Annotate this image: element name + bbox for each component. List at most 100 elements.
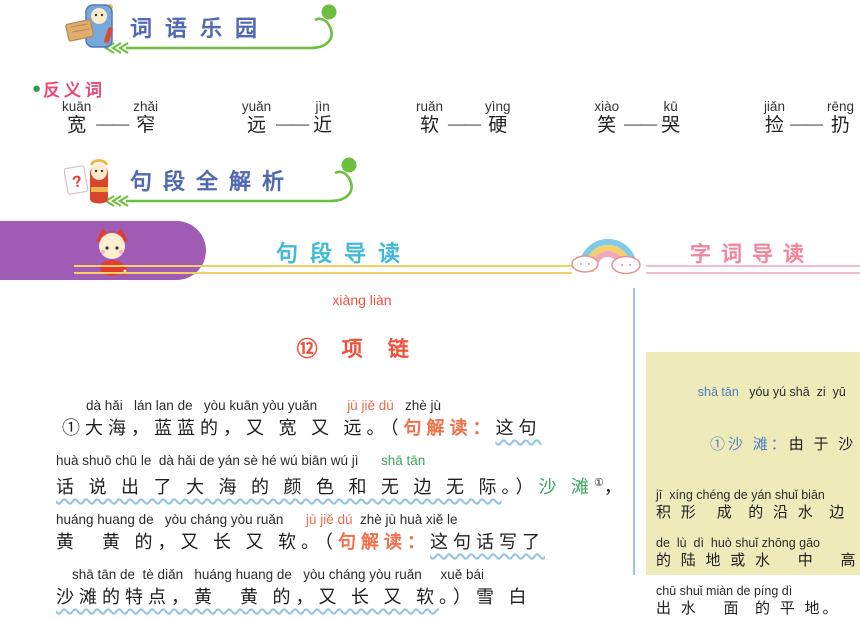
dash: ——	[448, 114, 481, 133]
scroll-mascot-icon	[65, 4, 113, 48]
pinyin-row: jī xíng chéng de yán shuǐ biān	[656, 488, 825, 502]
hanzi-seg-explain-label: 句解读：	[338, 532, 430, 552]
pinyin-seg-term: shā tān	[697, 385, 739, 399]
question-card-mascot-icon: ?	[64, 159, 109, 204]
hanzi-seg-term: ①沙 滩：	[710, 437, 789, 453]
badge-title: 词语乐园	[130, 16, 271, 41]
hanzi-seg-explain-label: 句解读：	[403, 418, 496, 438]
lesson-content: xiàng liàn ⑫ 项 链 dà hǎi lán lan de yòu ku…	[56, 292, 628, 612]
hanzi-char: 近	[313, 115, 333, 136]
pinyin-row: shā tān de tè diǎn huáng huang de yòu ch…	[72, 567, 628, 583]
note-line: chū shuǐ miàn de píng dì 出 水 面 的 平 地。	[656, 584, 850, 619]
pinyin-label: jiǎn	[763, 99, 785, 114]
hanzi-row: 黄 黄 的，又 长 又 软。（句解读：这句话写了	[56, 529, 628, 557]
hanzi-row: 积 形 成 的 沿 水 边	[656, 505, 848, 521]
hanzi-row: ①沙 滩：由 于 沙 子 淤	[656, 415, 853, 475]
hanzi-char: 远	[246, 115, 266, 136]
pinyin-label: rēng	[826, 99, 854, 114]
pinyin-row: huà shuō chū le dà hǎi de yán sè hé wú b…	[56, 453, 628, 469]
dash: ——	[96, 114, 129, 133]
pinyin-seg: yóu yú shā zi yū	[738, 385, 846, 399]
hanzi-row: 出 水 面 的 平 地。	[656, 601, 841, 617]
pinyin-seg: zhè jù	[393, 398, 442, 413]
pinyin-label: yuǎn	[241, 99, 272, 114]
hanzi-seg: 由 于 沙 子 淤	[788, 437, 857, 453]
pinyin-row: dà hǎi lán lan de yòu kuān yòu yuǎn jù j…	[86, 398, 628, 414]
pinyin-seg: huáng huang de yòu cháng yòu ruǎn	[56, 512, 306, 527]
cloud-icon	[571, 255, 599, 273]
sentence-analysis-badge: ? 句段全解析	[64, 155, 384, 211]
badge-title: 句段全解析	[130, 169, 296, 194]
pinyin-label: yìng	[485, 99, 511, 114]
pinyin-label: ruǎn	[415, 99, 443, 114]
word-note-panel: shā tān yóu yú shā zi yū ①沙 滩：由 于 沙 子 淤 …	[646, 352, 860, 617]
pinyin-seg-term: shā tān	[380, 453, 426, 468]
lesson-number: ⑫	[296, 337, 318, 361]
hanzi-seg-term: 沙 滩	[538, 477, 594, 497]
hanzi-char: 捡	[764, 115, 784, 136]
pinyin-row: huáng huang de yòu cháng yòu ruǎn jù jiě…	[56, 512, 628, 528]
hanzi-char: 硬	[488, 115, 508, 136]
green-dot-icon	[321, 4, 337, 20]
pinyin-label: zhǎi	[133, 99, 159, 114]
antonyms-heading: ● 反义词	[32, 76, 106, 101]
hanzi-char: 笑	[597, 115, 617, 136]
green-bullet-icon: ●	[32, 80, 42, 97]
lesson-title-pinyin: xiàng liàn	[332, 292, 392, 308]
antonym-pair: jiǎn 捡 —— rēng 扔	[764, 99, 854, 138]
words-garden-badge: 词语乐园	[64, 2, 384, 58]
section-title-word-guide: 字词导读	[690, 243, 814, 266]
hanzi-seg: 。）	[501, 477, 539, 497]
yellow-divider-line	[74, 265, 572, 274]
hanzi-char: 宽	[67, 115, 87, 136]
antonym-pair: yuǎn 远 —— jìn 近	[242, 99, 332, 138]
note-line: shā tān yóu yú shā zi yū ①沙 滩：由 于 沙 子 淤	[656, 370, 853, 475]
note-line: jī xíng chéng de yán shuǐ biān 积 形 成 的 沿…	[656, 488, 850, 523]
page-side-tab	[0, 221, 206, 280]
cloud-icon	[611, 255, 641, 274]
hanzi-seg-underlined: 这句话写了	[430, 532, 545, 552]
text-line: huáng huang de yòu cháng yòu ruǎn jù jiě…	[56, 512, 628, 557]
hanzi-char: 扔	[830, 115, 850, 136]
text-line: huà shuō chū le dà hǎi de yán sè hé wú b…	[56, 453, 628, 502]
hanzi-seg: 。）雪 白	[439, 587, 532, 607]
pinyin-label: kū	[663, 99, 678, 114]
hanzi-seg-underlined: 沙滩的特点，黄 黄 的，又 长 又 软	[56, 587, 439, 607]
column-divider-line	[633, 288, 635, 575]
hanzi-row: ①大海，蓝蓝的，又 宽 又 远。（句解读：这句	[62, 415, 628, 443]
hanzi-seg-underlined: 这句	[495, 418, 542, 438]
hanzi-seg: 黄 黄 的，又 长 又 软。（	[56, 532, 338, 552]
pinyin-seg: huà shuō chū le dà hǎi de yán sè hé wú b…	[56, 453, 381, 468]
pinyin-row: de lù dì huò shuǐ zhōng gāo	[656, 536, 821, 550]
hanzi-char: 窄	[136, 115, 156, 136]
lesson-title-text: 项 链	[341, 337, 419, 361]
hanzi-row: 话 说 出 了 大 海 的 颜 色 和 无 边 无 际。）沙 滩①，	[56, 470, 628, 502]
antonyms-title: 反义词	[43, 81, 107, 100]
hanzi-char: 哭	[661, 115, 681, 136]
pinyin-seg-highlight: jù jiě dú	[305, 512, 353, 527]
hanzi-seg: ，	[603, 477, 627, 497]
rainbow-icon	[571, 239, 641, 274]
pinyin-label: kuān	[62, 99, 92, 114]
pinyin-row: chū shuǐ miàn de píng dì	[656, 584, 793, 598]
green-swoosh-line	[103, 4, 337, 54]
antonym-pair: xiào 笑 —— kū 哭	[594, 99, 680, 138]
antonym-pair: ruǎn 软 —— yìng 硬	[416, 99, 511, 138]
pinyin-seg-highlight: jù jiě dú	[347, 398, 394, 413]
hanzi-row: 的 陆 地 或 水 中 高	[656, 553, 859, 569]
note-line: de lù dì huò shuǐ zhōng gāo 的 陆 地 或 水 中 …	[656, 536, 859, 571]
svg-text:?: ?	[71, 173, 84, 191]
pinyin-label: jìn	[315, 99, 330, 114]
pinyin-row: shā tān yóu yú shā zi yū	[656, 370, 850, 415]
lesson-title: ⑫ 项 链	[56, 310, 628, 388]
green-dot-icon	[341, 157, 357, 173]
section-title-sentence-guide: 句段导读	[276, 241, 413, 266]
text-line: dà hǎi lán lan de yòu kuān yòu yuǎn jù j…	[56, 398, 628, 443]
pinyin-label: xiào	[594, 99, 620, 114]
pinyin-seg: dà hǎi lán lan de yòu kuān yòu yuǎn	[86, 398, 348, 413]
dash: ——	[624, 114, 657, 133]
pink-divider-line	[646, 265, 860, 274]
antonym-pairs-row: kuān 宽 —— zhǎi 窄 yuǎn 远 —— jìn 近 ruǎn 软 —— yì…	[62, 99, 854, 138]
dash: ——	[789, 114, 823, 133]
